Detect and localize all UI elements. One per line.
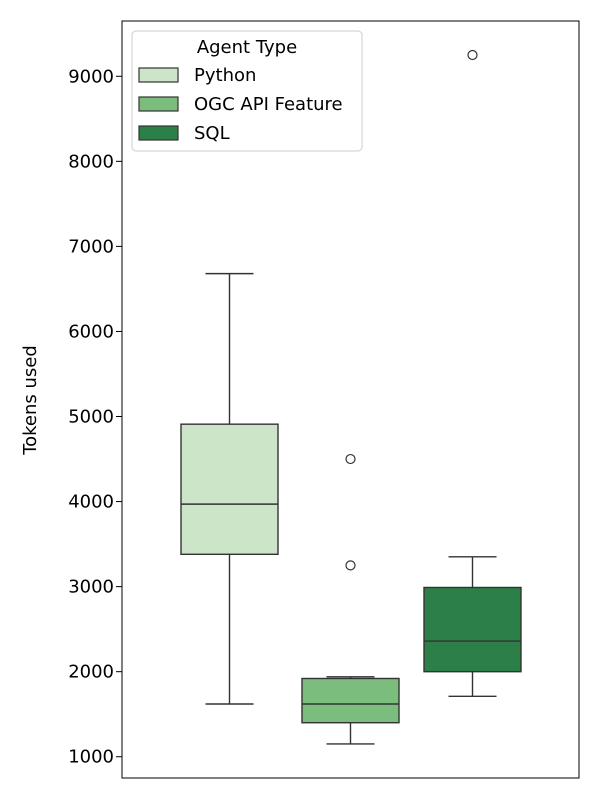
- y-tick-label: 8000: [68, 151, 114, 172]
- y-tick-label: 2000: [68, 662, 114, 683]
- y-axis: 1000 2000 3000 4000 5000 6000 7000 8000 9000: [68, 66, 122, 768]
- y-tick-label: 5000: [68, 407, 114, 428]
- outlier-point: [467, 49, 478, 61]
- y-tick-label: 1000: [68, 747, 114, 768]
- y-tick-label: 6000: [68, 321, 114, 342]
- legend-label: OGC API Feature: [194, 94, 343, 115]
- legend-swatch: [138, 125, 179, 141]
- box-sql: [423, 49, 522, 698]
- iqr-box: [180, 423, 279, 556]
- boxes-layer: [180, 49, 522, 745]
- y-tick-label: 9000: [68, 66, 114, 87]
- legend-frame: [131, 30, 363, 152]
- y-tick-label: 7000: [68, 236, 114, 257]
- legend-label: Python: [194, 65, 256, 86]
- y-tick-label: 4000: [68, 492, 114, 513]
- outlier-point: [345, 453, 356, 465]
- box-ogc-api-feature: [301, 453, 400, 745]
- iqr-box: [301, 677, 400, 724]
- legend-swatch: [138, 96, 179, 112]
- legend-title: Agent Type: [197, 37, 297, 58]
- legend-swatch: [138, 67, 179, 83]
- outlier-point: [345, 560, 356, 571]
- legend: Agent Type Python OGC API Feature SQL: [131, 30, 363, 152]
- iqr-box: [423, 586, 522, 673]
- box-python: [180, 272, 279, 705]
- y-axis-title: Tokens used: [20, 345, 41, 456]
- y-tick-label: 3000: [68, 577, 114, 598]
- legend-label: SQL: [194, 123, 230, 144]
